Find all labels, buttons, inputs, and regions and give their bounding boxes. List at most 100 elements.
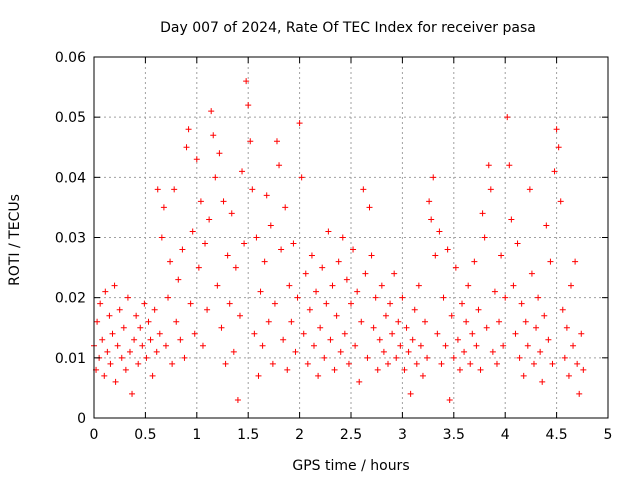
data-point <box>97 300 104 307</box>
data-point <box>185 126 192 133</box>
data-point <box>516 354 523 361</box>
data-point <box>574 360 581 367</box>
data-point <box>440 294 447 301</box>
data-point <box>126 348 133 355</box>
data-point <box>543 222 550 229</box>
data-point <box>251 330 258 337</box>
data-point <box>315 372 322 379</box>
x-axis-label: GPS time / hours <box>292 458 409 474</box>
data-point <box>479 210 486 217</box>
data-point <box>112 378 119 385</box>
data-point <box>352 342 359 349</box>
data-point <box>337 348 344 355</box>
data-point <box>214 282 221 289</box>
data-point <box>413 360 420 367</box>
data-point <box>354 288 361 295</box>
data-point <box>520 372 527 379</box>
data-point <box>234 396 241 403</box>
data-point <box>393 354 400 361</box>
data-point <box>522 318 529 325</box>
data-point <box>424 354 431 361</box>
data-point <box>118 354 125 361</box>
data-point <box>549 360 556 367</box>
data-point <box>469 330 476 337</box>
data-point <box>224 252 231 259</box>
data-point <box>426 198 433 205</box>
data-point <box>411 306 418 313</box>
data-point <box>249 186 256 193</box>
data-point <box>510 282 517 289</box>
data-point <box>535 294 542 301</box>
data-point <box>530 360 537 367</box>
data-point <box>122 366 129 373</box>
data-point <box>104 348 111 355</box>
data-point <box>212 174 219 181</box>
data-point <box>444 246 451 253</box>
data-point <box>547 258 554 265</box>
data-point <box>489 348 496 355</box>
data-point <box>296 120 303 127</box>
data-point <box>149 372 156 379</box>
y-tick-label: 0.03 <box>55 231 86 247</box>
data-point <box>169 360 176 367</box>
data-point <box>339 234 346 241</box>
data-point <box>348 300 354 307</box>
data-point <box>553 126 560 133</box>
data-point <box>465 282 472 289</box>
data-point <box>430 174 437 181</box>
x-tick-label: 1.5 <box>237 427 259 443</box>
data-point <box>216 150 223 157</box>
y-axis-tick-labels: 0 0.01 0.02 0.03 0.04 0.05 0.06 <box>55 50 86 427</box>
data-point <box>471 258 478 265</box>
data-point <box>323 300 330 307</box>
data-point <box>500 342 507 349</box>
data-point <box>273 138 280 145</box>
x-tick-label: 0.5 <box>134 427 156 443</box>
data-point <box>111 282 118 289</box>
data-point <box>417 342 424 349</box>
data-point <box>454 336 461 343</box>
data-point <box>206 216 213 223</box>
data-point <box>116 306 123 313</box>
y-tick-label: 0.04 <box>55 170 86 186</box>
data-point <box>243 78 250 85</box>
data-point <box>139 342 146 349</box>
data-point <box>487 186 494 193</box>
data-point <box>300 330 307 337</box>
data-point <box>310 342 317 349</box>
data-point <box>141 300 148 307</box>
data-point <box>401 366 408 373</box>
y-tick-label: 0.01 <box>55 351 86 367</box>
data-point <box>331 366 338 373</box>
data-point <box>461 348 468 355</box>
data-point <box>438 360 445 367</box>
data-point <box>286 282 293 289</box>
data-point <box>485 162 492 169</box>
data-point <box>467 360 474 367</box>
data-point <box>341 330 348 337</box>
data-point <box>208 108 215 115</box>
x-tick-label: 2.5 <box>340 427 362 443</box>
data-point <box>395 318 402 325</box>
data-point <box>173 318 180 325</box>
data-point <box>284 366 291 373</box>
data-point <box>473 342 480 349</box>
data-point <box>294 294 301 301</box>
data-point <box>343 276 350 283</box>
x-tick-label: 4 <box>501 427 510 443</box>
data-point <box>475 306 482 313</box>
data-point <box>280 336 287 343</box>
y-axis-label: ROTI / TECUs <box>7 194 23 286</box>
data-point <box>545 336 552 343</box>
data-point <box>563 324 570 331</box>
data-point <box>419 372 426 379</box>
data-point <box>278 246 285 253</box>
data-point <box>292 348 299 355</box>
data-point <box>399 294 406 301</box>
data-point <box>177 336 184 343</box>
data-point <box>442 342 449 349</box>
data-point <box>94 318 101 325</box>
data-point <box>436 228 443 235</box>
data-point <box>561 354 568 361</box>
